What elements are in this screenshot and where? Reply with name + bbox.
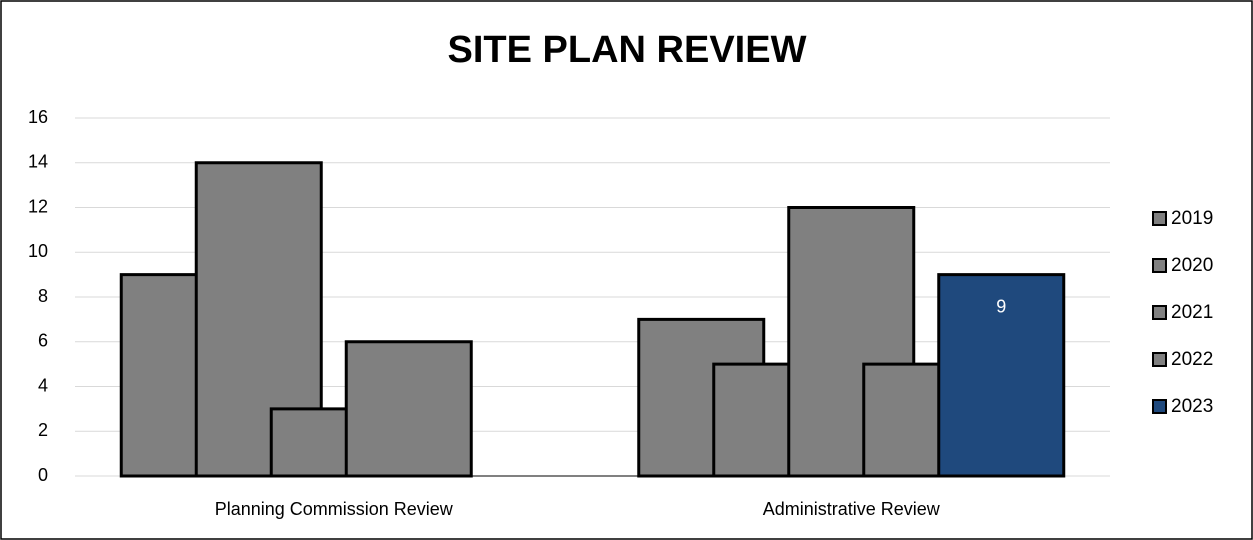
legend-label: 2023 (1171, 396, 1213, 417)
y-tick-label: 6 (38, 331, 48, 351)
x-tick-label: Administrative Review (763, 499, 941, 519)
legend-label: 2020 (1171, 255, 1213, 276)
bar (937, 273, 1066, 478)
data-label: 9 (996, 296, 1006, 316)
y-tick-label: 16 (28, 107, 48, 127)
legend-swatch (1152, 305, 1167, 320)
chart-title: SITE PLAN REVIEW (448, 29, 807, 71)
y-tick-label: 12 (28, 196, 48, 216)
legend-label: 2019 (1171, 208, 1213, 229)
bar (344, 340, 473, 478)
y-tick-label: 10 (28, 241, 48, 261)
y-tick-label: 0 (38, 465, 48, 485)
legend-swatch (1152, 258, 1167, 273)
x-tick-label: Planning Commission Review (215, 499, 454, 519)
y-tick-label: 2 (38, 420, 48, 440)
y-tick-label: 4 (38, 375, 48, 395)
legend-swatch (1152, 352, 1167, 367)
legend-swatch (1152, 399, 1167, 414)
legend-label: 2021 (1171, 302, 1213, 323)
legend-swatch (1152, 211, 1167, 226)
y-tick-label: 14 (28, 152, 48, 172)
y-tick-label: 8 (38, 286, 48, 306)
legend-label: 2022 (1171, 349, 1213, 370)
